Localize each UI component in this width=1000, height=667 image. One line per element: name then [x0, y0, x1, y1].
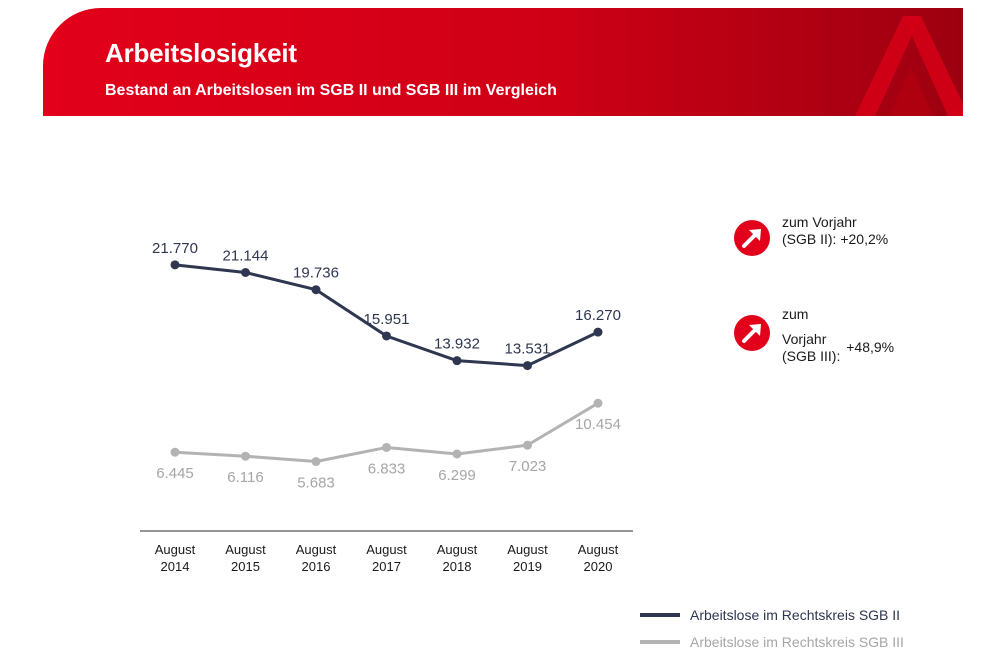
x-tick-label: August 2016	[296, 542, 337, 574]
change-sgb3-value: +48,9%	[846, 339, 895, 355]
data-label: 7.023	[509, 458, 547, 475]
data-point	[170, 260, 180, 270]
x-tick-label: August 2014	[155, 542, 196, 574]
data-label: 19.736	[293, 265, 339, 282]
series-line-2	[174, 401, 599, 464]
data-label: 21.770	[152, 240, 198, 257]
change-sgb3: zum Vorjahr (SGB III): +48,9%	[782, 306, 894, 365]
data-point	[241, 267, 250, 277]
data-point	[452, 356, 462, 366]
change-sgb2-value: +20,2%	[840, 231, 889, 247]
data-point	[593, 327, 603, 337]
x-tick-label: August 2017	[366, 542, 407, 574]
arrow-up-right-icon	[734, 220, 770, 256]
arrow-up-right-icon	[734, 315, 770, 351]
page-subtitle: Bestand an Arbeitslosen im SGB II und SG…	[105, 82, 557, 99]
data-label: 6.116	[227, 469, 263, 486]
data-label: 6.445	[156, 465, 194, 482]
series-2: 6.445 6.116 5.683 6.833 6.299 7.023 10.454	[156, 398, 621, 492]
page-title: Arbeitslosigkeit	[105, 38, 297, 68]
change-sgb3-line1: zum	[782, 306, 809, 322]
data-point	[523, 440, 532, 450]
ba-logo-icon	[855, 16, 963, 116]
data-label: 21.144	[223, 247, 269, 264]
change-sgb2: zum Vorjahr (SGB II): +20,2%	[782, 214, 888, 248]
change-sgb3-line3-row: (SGB III): +48,9%	[782, 339, 895, 364]
data-label: 10.454	[575, 416, 621, 433]
data-label: 13.932	[434, 336, 480, 353]
legend-swatch-sgb2	[640, 613, 680, 617]
legend-label-sgb2: Arbeitslose im Rechtskreis SGB II	[690, 607, 901, 623]
data-label: 16.270	[575, 307, 621, 324]
banner-background	[43, 8, 963, 116]
change-sgb3-line2: Vorjahr	[782, 331, 827, 347]
x-tick-label: August 2019	[507, 542, 548, 574]
legend-swatch-sgb3	[640, 640, 680, 644]
x-tick-label: August 2015	[225, 542, 266, 574]
data-label: 6.833	[368, 460, 406, 477]
x-tick-label: August 2018	[437, 542, 478, 574]
x-tick-label: August 2020	[578, 542, 619, 574]
series-layer: 21.770 21.144 19.736 15.951 13.932 13.531 16.2…	[152, 240, 621, 492]
change-sgb3-line3: (SGB III):	[782, 348, 841, 364]
data-point	[523, 361, 532, 371]
change-sgb2-line2-row: (SGB II): +20,2%	[782, 231, 888, 248]
data-point	[311, 285, 321, 295]
change-sgb2-line1: zum Vorjahr	[782, 214, 857, 230]
data-label: 13.531	[505, 341, 551, 358]
x-tick-labels: August 2014 August 2015 August 2016 August 2017…	[155, 542, 619, 574]
series-1: 21.770 21.144 19.736 15.951 13.932 13.531 16.2…	[152, 240, 621, 371]
change-sgb2-line2: (SGB II):	[782, 231, 837, 247]
legend-label-sgb3: Arbeitslose im Rechtskreis SGB III	[690, 634, 904, 650]
data-label: 15.951	[364, 311, 410, 328]
data-label: 5.683	[297, 475, 335, 492]
data-point	[170, 447, 180, 457]
data-point	[593, 398, 603, 408]
data-point	[311, 457, 321, 467]
data-point	[241, 451, 250, 461]
data-point	[452, 449, 462, 459]
data-label: 6.299	[438, 467, 476, 484]
header-banner: Arbeitslosigkeit Bestand an Arbeitslosen…	[43, 8, 963, 116]
data-point	[382, 442, 391, 452]
data-point	[382, 331, 391, 341]
